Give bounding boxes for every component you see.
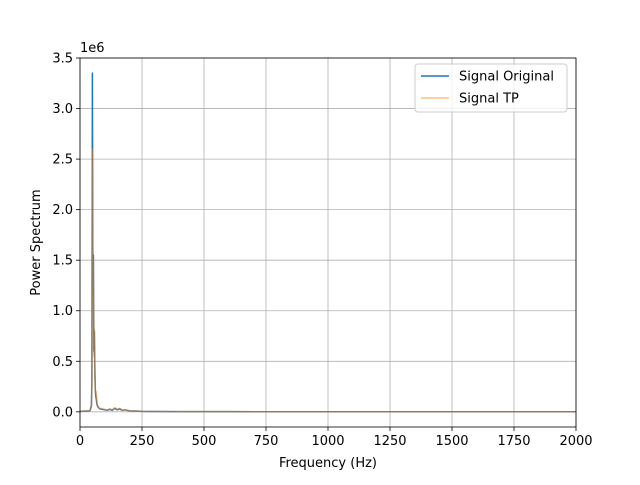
y-tick-label: 2.0 xyxy=(52,203,73,218)
x-tick-label: 1500 xyxy=(435,434,468,449)
series-line-2 xyxy=(79,148,577,413)
x-tick-label: 1000 xyxy=(311,434,344,449)
x-tick-label: 500 xyxy=(192,434,217,449)
x-tick-label: 750 xyxy=(254,434,279,449)
y-tick-label: 3.0 xyxy=(52,102,73,117)
y-tick-label: 1.5 xyxy=(52,254,73,269)
y-tick-label: 2.5 xyxy=(52,153,73,168)
y-tick-label: 1.0 xyxy=(52,304,73,319)
x-axis-label: Frequency (Hz) xyxy=(279,456,377,471)
x-tick-label: 1250 xyxy=(373,434,406,449)
y-tick-label: 0.0 xyxy=(52,405,73,420)
legend-label-2: Signal TP xyxy=(459,92,519,107)
series-layer xyxy=(79,72,577,413)
ticks: 0 250 500 750 1000 1250 1500 1750 2000 0.0 0.5 1.0 1… xyxy=(52,52,592,450)
x-tick-label: 250 xyxy=(130,434,155,449)
legend: Signal Original Signal TP xyxy=(414,63,568,113)
legend-box xyxy=(414,63,568,113)
x-tick-label: 1750 xyxy=(497,434,530,449)
y-offset-label: 1e6 xyxy=(80,41,105,56)
x-tick-label: 2000 xyxy=(559,434,592,449)
x-tick-label: 0 xyxy=(76,434,84,449)
legend-label-1: Signal Original xyxy=(459,70,554,85)
y-tick-label: 0.5 xyxy=(52,355,73,370)
y-axis-label: Power Spectrum xyxy=(29,189,44,295)
y-tick-label: 3.5 xyxy=(52,52,73,67)
